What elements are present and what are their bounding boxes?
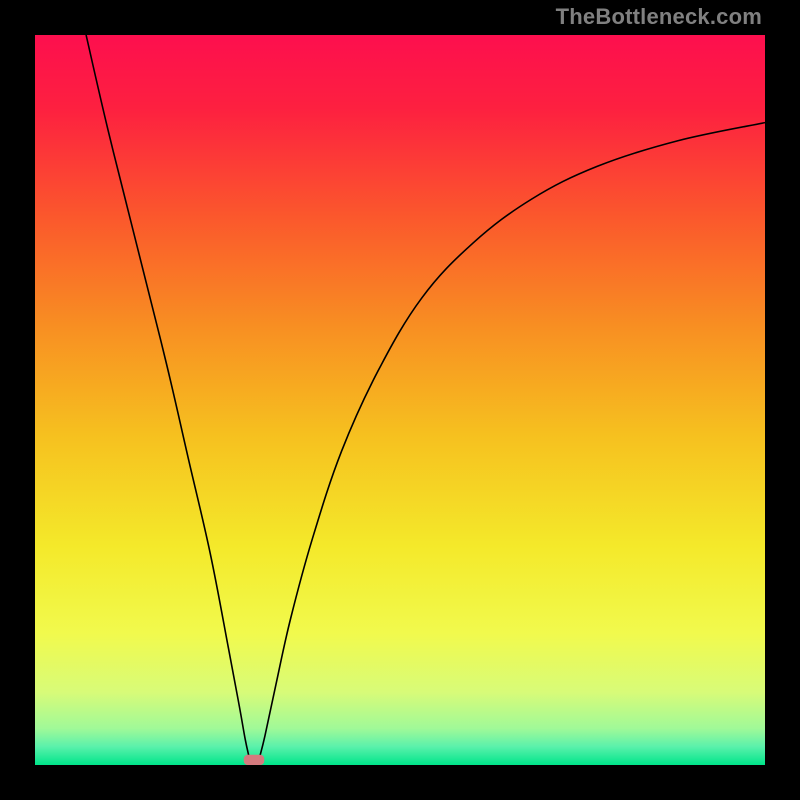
chart-frame: TheBottleneck.com xyxy=(0,0,800,800)
watermark-text: TheBottleneck.com xyxy=(556,4,762,30)
plot-area xyxy=(35,35,765,765)
bottleneck-marker xyxy=(244,755,264,765)
chart-svg xyxy=(35,35,765,765)
gradient-background xyxy=(35,35,765,765)
